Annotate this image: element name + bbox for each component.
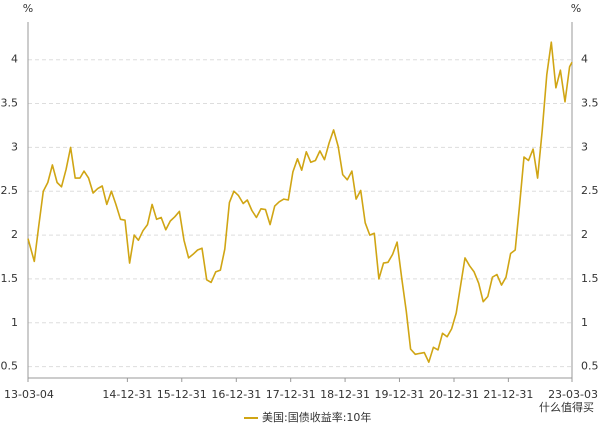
y2-unit: %	[571, 2, 581, 15]
x-tick-label: 19-12-31	[374, 388, 424, 401]
x-tick-label: 18-12-31	[320, 388, 370, 401]
y2-tick-label: 2	[581, 228, 588, 241]
y-tick-label: 3	[11, 140, 18, 153]
watermark: 什么值得买	[539, 401, 594, 414]
y2-tick-label: 4	[581, 53, 588, 66]
y-tick-label: 4	[11, 53, 18, 66]
y2-tick-label: 3.5	[581, 97, 599, 110]
y2-tick-label: 3	[581, 140, 588, 153]
y-tick-label: 2.5	[1, 184, 19, 197]
x-tick-label: 17-12-31	[266, 388, 316, 401]
y2-tick-label: 1.5	[581, 272, 599, 285]
y-tick-label: 1.5	[1, 272, 19, 285]
y2-tick-label: 0.5	[581, 360, 599, 373]
y-tick-label: 1	[11, 316, 18, 329]
x-tick-label: 14-12-31	[102, 388, 152, 401]
y-tick-label: 2	[11, 228, 18, 241]
x-tick-label: 16-12-31	[211, 388, 261, 401]
y-tick-label: 0.5	[1, 360, 19, 373]
x-tick-label: 21-12-31	[483, 388, 533, 401]
x-tick-label: 20-12-31	[429, 388, 479, 401]
y-unit: %	[23, 2, 33, 15]
y2-tick-label: 1	[581, 316, 588, 329]
x-tick-label: 15-12-31	[157, 388, 207, 401]
x-tick-label: 23-03-03	[548, 388, 598, 401]
line	[27, 41, 573, 363]
legend-label: 美国:国债收益率:10年	[262, 410, 371, 424]
x-tick-label: 13-03-04	[4, 388, 54, 401]
y-tick-label: 3.5	[1, 97, 19, 110]
y2-tick-label: 2.5	[581, 184, 599, 197]
